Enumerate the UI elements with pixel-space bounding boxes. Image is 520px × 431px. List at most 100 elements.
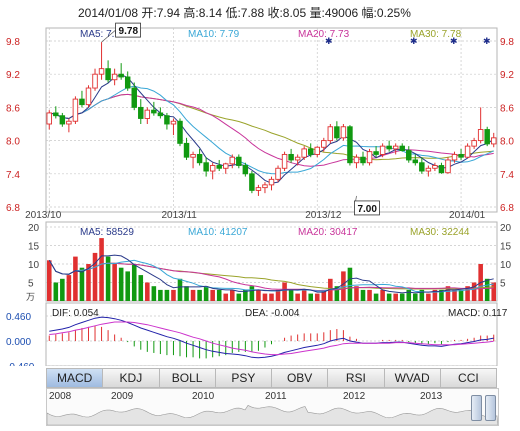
tab-macd[interactable]: MACD [46,368,104,388]
tab-kdj[interactable]: KDJ [103,368,160,388]
candle-body [209,165,216,172]
volume-bar [484,278,490,301]
tab-rsi[interactable]: RSI [328,368,385,388]
volume-bar [458,289,464,301]
candle-body [59,115,66,125]
volume-bar [86,264,91,301]
volume-bar [367,289,372,301]
volume-bar [223,293,229,301]
macd-panel-frame [45,302,498,366]
candle-body [373,151,379,155]
candle-body [53,112,59,117]
volume-bar [53,282,59,301]
volume-bar [184,286,189,301]
timeline-year: 2008 [49,391,72,402]
candle-body [196,153,203,164]
candle-body [177,120,183,144]
price-annotation-label: 7.00 [357,204,377,215]
candle-body [72,98,79,122]
volume-bar [334,286,340,301]
timeline-year: 2011 [265,391,287,402]
candle-body [190,153,196,158]
annotation-box [115,22,141,38]
volume-bar [158,289,163,301]
price-legend-ma20: MA20: 7.73 [298,29,350,40]
candle-body [301,148,307,158]
candle-body [340,126,347,139]
price-y-tick-right: 8.6 [500,103,514,114]
volume-legend-ma30: MA30: 32244 [410,227,470,238]
volume-bar [92,252,98,301]
volume-bar [347,267,353,301]
candle-body [399,145,405,152]
tab-boll[interactable]: BOLL [159,368,216,388]
candle-body [151,109,157,114]
macd-dea-line [49,321,494,356]
stock-chart[interactable]: 9.8 9.8 9.2 9.2 8.6 8.6 8.0 8.0 7.4 7.4 6.8 6.8 2013… [0,0,520,366]
candle-body [170,120,177,125]
volume-y-tick: 10 [28,260,40,271]
price-ma5-line [49,74,494,184]
candle-body [98,68,105,75]
timeline-right-handle[interactable] [485,395,496,421]
indicator-tabs: MACD KDJ BOLL PSY OBV RSI WVAD CCI [46,368,497,388]
volume-bar [373,293,379,301]
volume-bar [314,293,320,301]
volume-bar [79,267,85,301]
volume-bar [105,256,111,301]
candle-body [392,145,399,150]
volume-bar [360,289,366,301]
volume-bar [301,289,307,301]
volume-bar [445,286,451,301]
volume-bar [491,282,497,301]
macd-legend-dea: DEA: -0.004 [245,308,300,319]
quote-summary: 2014/01/08 开:7.94 高:8.14 低:7.88 收:8.05 量… [78,6,411,20]
volume-y-tick-right: 20 [500,223,512,234]
volume-bar [229,289,235,301]
volume-y-tick: 5 [28,279,34,290]
timeline-navigator[interactable]: 2008 2009 2010 2011 2012 2013 [46,388,499,426]
tab-cci[interactable]: CCI [440,368,497,388]
timeline-year: 2013 [420,391,443,402]
volume-bar [171,289,176,301]
candle-body [281,153,288,169]
volume-bar [465,286,470,301]
tab-psy[interactable]: PSY [215,368,272,388]
volume-bar [60,278,65,301]
timeline-left-handle[interactable] [471,395,482,421]
volume-bar [190,289,196,301]
volume-bar [73,256,78,301]
volume-bar [386,293,392,301]
price-event-marker: ✱ [450,36,458,46]
price-y-tick-left: 8.6 [6,103,20,114]
volume-bar [282,282,287,301]
candle-body [471,140,477,147]
price-y-tick-left: 7.4 [6,170,20,181]
volume-bar [399,293,405,301]
tab-wvad[interactable]: WVAD [384,368,441,388]
candle-body [314,146,320,155]
macd-y-tick: 0.000 [6,337,31,348]
candle-body [477,129,484,142]
macd-dif-line [49,316,494,359]
candle-body [203,162,209,172]
annotation-leader [101,29,116,43]
tab-obv[interactable]: OBV [272,368,329,388]
price-y-tick-right: 7.4 [500,170,514,181]
volume-ma20-line [48,260,494,291]
price-y-tick-left: 8.0 [6,137,20,148]
candle-body [216,165,222,169]
volume-bar [321,289,327,301]
volume-bar [138,275,144,301]
volume-bar [112,264,117,301]
price-y-tick-right: 9.2 [500,70,514,81]
price-ma20-line [49,93,494,167]
volume-bar [99,238,104,301]
volume-bar [210,289,215,301]
candle-body [294,156,301,161]
macd-legend-dif: DIF: 0.054 [52,308,99,319]
price-ma30-line [49,93,494,161]
volume-bar [164,289,170,301]
candle-body [164,115,170,125]
candle-body [432,165,438,169]
